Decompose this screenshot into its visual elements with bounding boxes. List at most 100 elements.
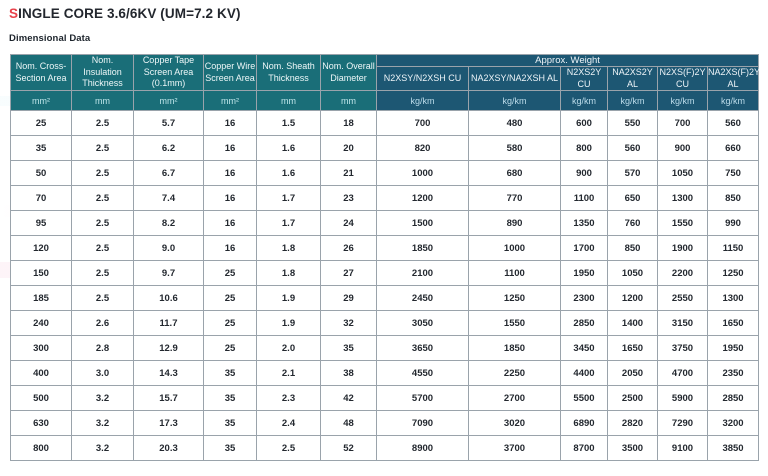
table-cell: 23	[320, 185, 377, 211]
table-cell: 580	[468, 135, 561, 161]
table-cell: 3150	[657, 310, 708, 336]
table-row: 150 2.5 9.7 25 1.8 27 2100 1100 1950 1050 2200 1250	[10, 260, 760, 286]
unit-cell: kg/km	[560, 90, 608, 111]
section-subtitle: Dimensional Data	[9, 33, 91, 44]
page-title: SINGLE CORE 3.6/6KV (UM=7.2 KV)	[9, 6, 241, 21]
table-cell: 850	[706, 185, 760, 211]
table-cell: 630	[10, 410, 72, 436]
table-cell: 20.3	[133, 435, 204, 461]
table-cell: 185	[10, 285, 72, 311]
table-cell: 4550	[376, 360, 469, 386]
table-cell: 1300	[657, 185, 708, 211]
unit-cell: kg/km	[607, 90, 658, 111]
table-cell: 35	[320, 335, 377, 361]
table-cell: 800	[10, 435, 72, 461]
column-header-n2xs2y-cu: N2XS2Y CU	[560, 66, 608, 91]
page-title-lead: S	[9, 6, 19, 21]
table-cell: 3850	[706, 435, 760, 461]
table-cell: 1.7	[256, 185, 321, 211]
table-cell: 760	[607, 210, 658, 236]
table-cell: 2200	[657, 260, 708, 286]
table-cell: 2820	[607, 410, 658, 436]
table-cell: 480	[468, 110, 561, 136]
table-cell: 2850	[706, 385, 760, 411]
table-cell: 15.7	[133, 385, 204, 411]
table-cell: 48	[320, 410, 377, 436]
table-row: 800 3.2 20.3 35 2.5 52 8900 3700 8700 3500 9100 385…	[10, 435, 760, 461]
table-cell: 1000	[468, 235, 561, 261]
table-row: 300 2.8 12.9 25 2.0 35 3650 1850 3450 1650 3750 195…	[10, 335, 760, 361]
table-cell: 25	[203, 310, 257, 336]
table-cell: 680	[468, 160, 561, 186]
table-cell: 560	[706, 110, 760, 136]
table-cell: 890	[468, 210, 561, 236]
table-cell: 3.2	[71, 410, 134, 436]
table-row: 95 2.5 8.2 16 1.7 24 1500 890 1350 760 1550 990	[10, 210, 760, 236]
table-cell: 2.6	[71, 310, 134, 336]
table-cell: 1.5	[256, 110, 321, 136]
table-cell: 240	[10, 310, 72, 336]
table-cell: 25	[203, 335, 257, 361]
table-cell: 4700	[657, 360, 708, 386]
table-cell: 26	[320, 235, 377, 261]
table-cell: 17.3	[133, 410, 204, 436]
column-header-cross-section-area: Nom. Cross-Section Area	[10, 54, 72, 91]
table-cell: 1950	[560, 260, 608, 286]
table-cell: 2.5	[71, 260, 134, 286]
table-cell: 2.5	[71, 160, 134, 186]
table-cell: 3020	[468, 410, 561, 436]
table-cell: 2.8	[71, 335, 134, 361]
unit-cell: kg/km	[657, 90, 708, 111]
table-cell: 700	[376, 110, 469, 136]
table-cell: 120	[10, 235, 72, 261]
table-cell: 550	[607, 110, 658, 136]
table-cell: 5900	[657, 385, 708, 411]
table-cell: 3.2	[71, 435, 134, 461]
table-cell: 16	[203, 135, 257, 161]
table-cell: 1850	[468, 335, 561, 361]
table-unit-row: mm² mm mm² mm² mm mm kg/km kg/km kg/km k…	[10, 90, 760, 111]
table-cell: 800	[560, 135, 608, 161]
table-row: 50 2.5 6.7 16 1.6 21 1000 680 900 570 1050 750	[10, 160, 760, 186]
table-cell: 1650	[607, 335, 658, 361]
table-cell: 770	[468, 185, 561, 211]
column-group-header-approx-weight: Approx. Weight	[375, 54, 760, 67]
table-cell: 25	[203, 285, 257, 311]
unit-cell: mm	[320, 90, 377, 111]
unit-cell: kg/km	[376, 90, 469, 111]
unit-cell: mm	[71, 90, 134, 111]
table-cell: 3750	[657, 335, 708, 361]
table-cell: 1.6	[256, 160, 321, 186]
table-row: 35 2.5 6.2 16 1.6 20 820 580 800 560 900 660	[10, 135, 760, 161]
table-cell: 25	[10, 110, 72, 136]
table-cell: 14.3	[133, 360, 204, 386]
table-cell: 2700	[468, 385, 561, 411]
table-cell: 9.0	[133, 235, 204, 261]
table-cell: 2.4	[256, 410, 321, 436]
table-cell: 1550	[657, 210, 708, 236]
table-cell: 1650	[706, 310, 760, 336]
table-cell: 9.7	[133, 260, 204, 286]
table-cell: 9100	[657, 435, 708, 461]
table-cell: 8700	[560, 435, 608, 461]
table-cell: 1150	[706, 235, 760, 261]
table-cell: 1050	[657, 160, 708, 186]
table-cell: 650	[607, 185, 658, 211]
table-cell: 32	[320, 310, 377, 336]
table-cell: 50	[10, 160, 72, 186]
column-header-sheath-thickness: Nom. Sheath Thickness	[256, 54, 321, 91]
table-cell: 2.5	[71, 110, 134, 136]
unit-cell: kg/km	[468, 90, 561, 111]
table-cell: 5700	[376, 385, 469, 411]
unit-cell: mm²	[133, 90, 204, 111]
table-cell: 2.0	[256, 335, 321, 361]
table-cell: 750	[706, 160, 760, 186]
column-header-copper-wire-screen-area: Copper Wire Screen Area	[203, 54, 257, 91]
table-cell: 35	[203, 435, 257, 461]
table-cell: 2.5	[256, 435, 321, 461]
column-header-copper-tape-screen-area: Copper Tape Screen Area (0.1mm)	[133, 54, 204, 91]
table-cell: 1.8	[256, 260, 321, 286]
table-cell: 1850	[376, 235, 469, 261]
table-cell: 6890	[560, 410, 608, 436]
